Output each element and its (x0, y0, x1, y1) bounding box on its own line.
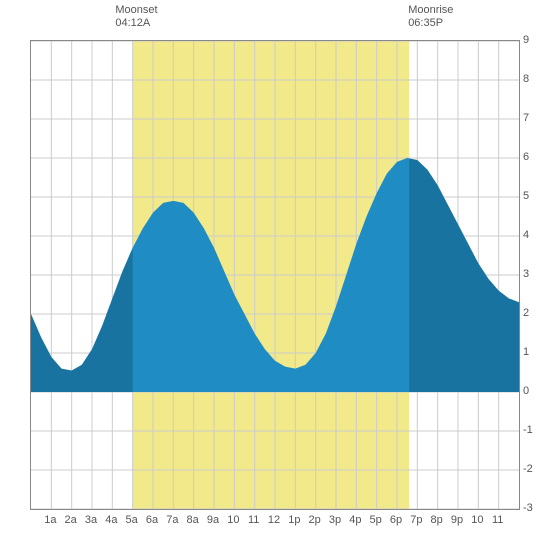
x-tick-label: 2p (309, 514, 321, 526)
y-tick-label: -1 (523, 424, 533, 436)
top-labels: Moonset04:12A Moonrise06:35P (0, 0, 550, 40)
x-tick-label: 2a (65, 514, 77, 526)
x-tick-label: 11 (492, 514, 503, 526)
x-tick-label: 3a (85, 514, 97, 526)
x-tick-label: 5p (370, 514, 382, 526)
x-tick-label: 9a (207, 514, 219, 526)
y-tick-label: 6 (523, 151, 529, 163)
x-tick-label: 1p (288, 514, 300, 526)
y-tick-label: 7 (523, 112, 529, 124)
x-tick-label: 3p (329, 514, 341, 526)
x-tick-label: 10 (227, 514, 239, 526)
x-tick-label: 12 (268, 514, 280, 526)
y-axis-ticks: -3-2-10123456789 (523, 40, 548, 510)
y-tick-label: 4 (523, 229, 529, 241)
y-tick-label: -3 (523, 502, 533, 514)
moon-event-label: Moonrise06:35P (408, 4, 453, 30)
moon-event-title: Moonrise (408, 4, 453, 17)
y-tick-label: 1 (523, 346, 529, 358)
y-tick-label: 2 (523, 307, 529, 319)
x-tick-label: 10 (471, 514, 483, 526)
plot-area (30, 40, 520, 510)
moon-event-title: Moonset (115, 4, 157, 17)
x-tick-label: 8a (187, 514, 199, 526)
x-tick-label: 9p (451, 514, 463, 526)
x-tick-label: 7a (166, 514, 178, 526)
tide-shade-left (31, 248, 133, 392)
tide-chart: Moonset04:12AMoonrise06:35P -3-2-1012345… (0, 0, 550, 550)
x-tick-label: 7p (410, 514, 422, 526)
x-tick-label: 6a (146, 514, 158, 526)
x-tick-label: 1a (44, 514, 56, 526)
y-tick-label: 5 (523, 190, 529, 202)
x-tick-label: 6p (390, 514, 402, 526)
x-tick-label: 4p (349, 514, 361, 526)
x-axis-ticks: 1a 2a 3a 4a 5a 6a 7a 8a 9a 10 11 12 1p 2p 3p 4p 5p 6p 7p 8p… (30, 514, 520, 534)
x-tick-label: 11 (248, 514, 259, 526)
y-tick-label: -2 (523, 463, 533, 475)
y-tick-label: 0 (523, 385, 529, 397)
moon-event-time: 04:12A (115, 17, 157, 30)
x-tick-label: 5a (126, 514, 138, 526)
moon-event-time: 06:35P (408, 17, 453, 30)
y-tick-label: 9 (523, 34, 529, 46)
plot-svg (31, 41, 519, 509)
x-tick-label: 4a (105, 514, 117, 526)
y-tick-label: 3 (523, 268, 529, 280)
moon-event-label: Moonset04:12A (115, 4, 157, 30)
x-tick-label: 8p (431, 514, 443, 526)
y-tick-label: 8 (523, 73, 529, 85)
